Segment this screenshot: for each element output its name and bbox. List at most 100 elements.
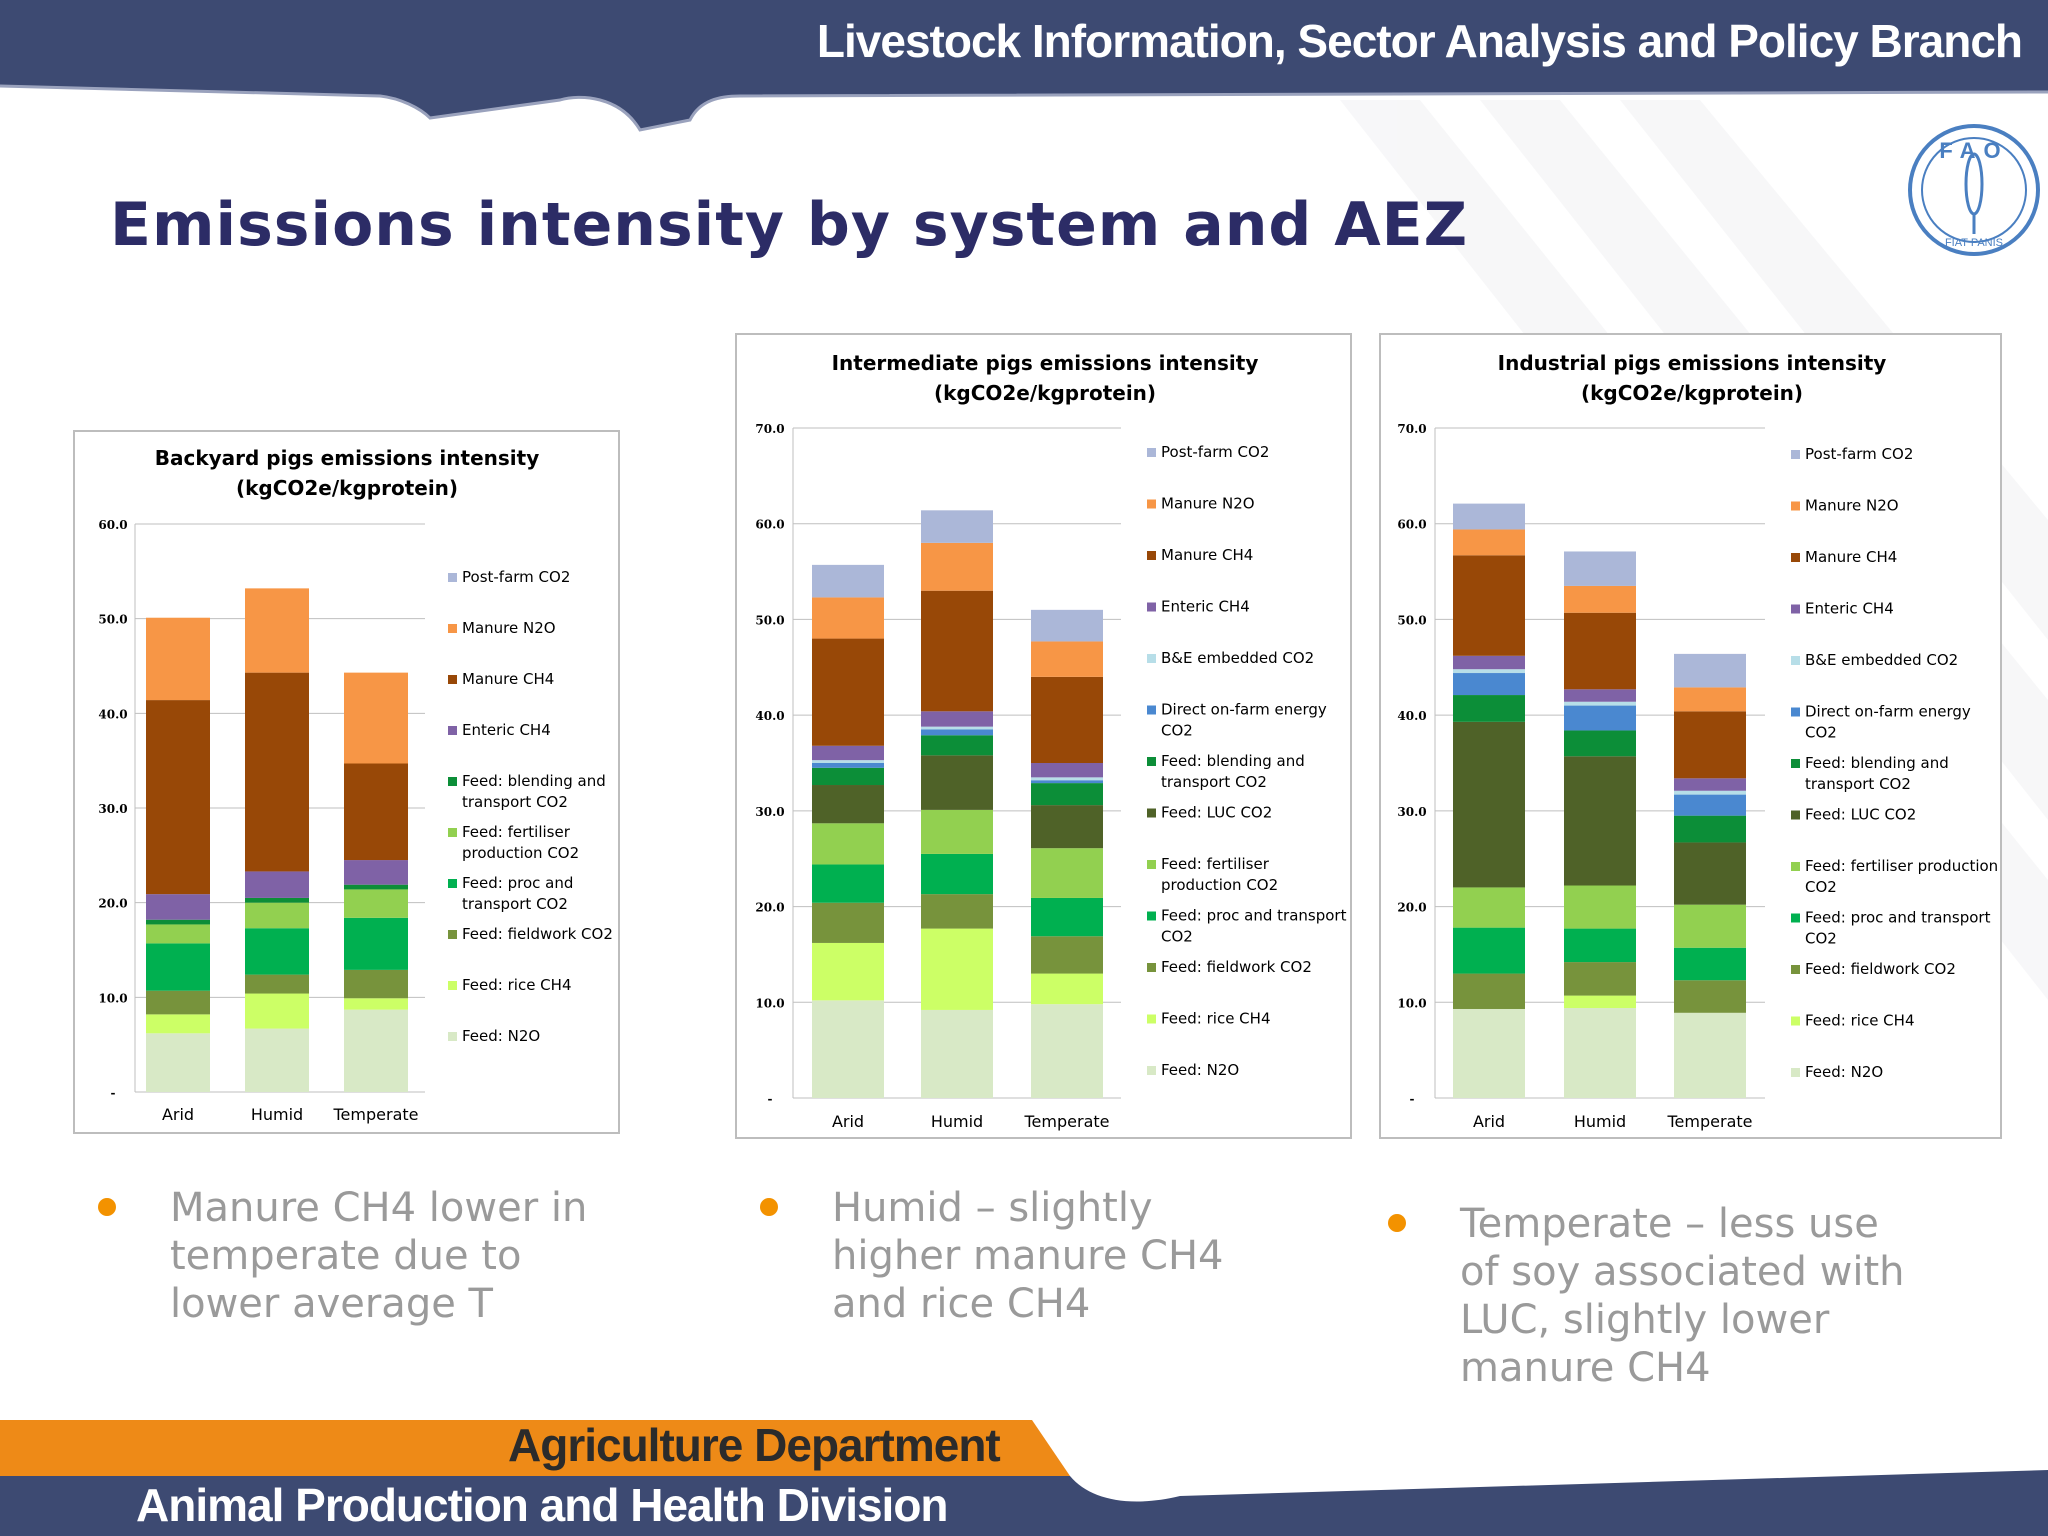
bar-segment: [1674, 778, 1746, 791]
y-tick-label: 20.0: [98, 897, 127, 911]
bar-segment: [921, 894, 993, 929]
bar-segment: [1453, 1008, 1525, 1098]
legend-label: Feed: blending and: [1161, 752, 1305, 770]
bar-segment: [146, 894, 210, 920]
bar-segment: [344, 917, 408, 970]
bar-segment: [1031, 805, 1103, 849]
header-banner-title: Livestock Information, Sector Analysis a…: [816, 15, 2023, 67]
y-tick-label: 40.0: [98, 707, 127, 721]
bar-segment: [245, 902, 309, 929]
legend-label: Manure CH4: [1805, 548, 1897, 566]
bar-segment: [1674, 947, 1746, 981]
bar-segment: [146, 990, 210, 1015]
bar-segment: [344, 969, 408, 999]
bar-segment: [1674, 653, 1746, 688]
bar-segment: [812, 760, 884, 763]
bar-segment: [344, 763, 408, 861]
legend-swatch: [1147, 551, 1156, 560]
bar-segment: [1674, 980, 1746, 1013]
legend-swatch: [1791, 604, 1800, 614]
x-category-label: Humid: [1574, 1112, 1626, 1131]
legend-label: Manure N2O: [1161, 495, 1255, 513]
legend-label: Post-farm CO2: [462, 568, 570, 586]
y-tick-label: 70.0: [1397, 422, 1426, 436]
y-tick-label: 60.0: [98, 518, 127, 532]
y-tick-label: -: [768, 1092, 773, 1106]
bullet-1-line: Manure CH4 lower in: [170, 1185, 588, 1231]
bar-segment: [1031, 936, 1103, 974]
legend-swatch: [1147, 654, 1156, 663]
bullet-3: Temperate – less use of soy associated w…: [1460, 1200, 1905, 1392]
slide-title: Emissions intensity by system and AEZ: [110, 190, 1469, 260]
bullet-3-line: of soy associated with: [1460, 1249, 1905, 1295]
legend-label: transport CO2: [1805, 775, 1911, 793]
legend-swatch: [1791, 965, 1800, 974]
y-tick-label: 60.0: [1397, 518, 1426, 532]
legend-swatch: [1791, 1016, 1800, 1026]
bar-segment: [146, 943, 210, 991]
bar-segment: [921, 928, 993, 1010]
bar-segment: [1453, 721, 1525, 888]
legend-swatch: [1147, 1066, 1156, 1075]
legend-label: Feed: N2O: [462, 1027, 540, 1045]
bar-segment: [1031, 777, 1103, 781]
chart-backyard-svg: Backyard pigs emissions intensity (kgCO2e…: [98, 446, 612, 1124]
bar-segment: [1564, 995, 1636, 1009]
bar-segment: [344, 884, 408, 890]
y-tick-label: 30.0: [755, 805, 784, 819]
bar-segment: [344, 1009, 408, 1092]
legend-label: Feed: rice CH4: [1161, 1010, 1270, 1028]
bar-segment: [1453, 695, 1525, 722]
bar-segment: [1453, 673, 1525, 696]
bar-segment: [1564, 756, 1636, 886]
legend-label: Feed: proc and transport: [1805, 909, 1991, 927]
bar-segment: [812, 638, 884, 746]
bar-segment: [146, 700, 210, 895]
legend-label: Manure CH4: [1161, 546, 1253, 564]
legend-swatch: [1791, 656, 1800, 665]
bullet-1-line: lower average T: [170, 1281, 493, 1327]
bar-segment: [245, 1028, 309, 1092]
x-category-label: Humid: [931, 1112, 983, 1131]
bar-segment: [1031, 783, 1103, 806]
bar-segment: [146, 1014, 210, 1034]
bar-segment: [245, 897, 309, 903]
legend-label: Feed: proc and transport: [1161, 907, 1347, 925]
footer-department: Agriculture Department: [508, 1419, 1001, 1471]
fao-logo: FAO FIAT PANIS: [1908, 124, 2040, 256]
legend-label: CO2: [1805, 878, 1837, 896]
logo-bottom-text: FIAT PANIS: [1945, 237, 2003, 249]
bar-segment: [344, 889, 408, 918]
legend-label: Post-farm CO2: [1805, 445, 1913, 463]
legend-label: Manure CH4: [462, 670, 554, 688]
legend-swatch: [1147, 808, 1156, 818]
bar-segment: [146, 617, 210, 701]
bar-segment: [921, 510, 993, 543]
y-tick-label: 30.0: [1397, 805, 1426, 819]
legend-label: Direct on-farm energy: [1161, 701, 1327, 719]
bar-segment: [344, 672, 408, 764]
bar-segment: [1564, 551, 1636, 586]
bar-segment: [921, 729, 993, 736]
legend-label: transport CO2: [1161, 773, 1267, 791]
legend-label: B&E embedded CO2: [1805, 651, 1958, 669]
logo-top-text: FAO: [1939, 138, 2008, 163]
legend-label: CO2: [1805, 930, 1837, 948]
legend-swatch: [1791, 1068, 1800, 1077]
y-tick-label: 70.0: [755, 422, 784, 436]
bullet-dot-1: [98, 1198, 116, 1216]
y-tick-label: 20.0: [1397, 901, 1426, 915]
legend-label: Feed: fieldwork CO2: [1805, 960, 1956, 978]
legend-swatch: [1791, 810, 1800, 820]
legend-label: Feed: LUC CO2: [1805, 806, 1916, 824]
y-tick-label: 60.0: [755, 518, 784, 532]
y-tick-label: -: [111, 1086, 116, 1100]
legend-swatch: [1791, 707, 1800, 717]
bar-segment: [1453, 887, 1525, 928]
x-category-label: Arid: [162, 1105, 194, 1124]
chart-intermediate-svg: Intermediate pigs emissions intensity (kg…: [755, 351, 1347, 1131]
legend-label: Manure N2O: [1805, 497, 1899, 515]
bar-segment: [146, 919, 210, 925]
legend-swatch: [448, 726, 457, 735]
bar-segment: [1031, 848, 1103, 898]
